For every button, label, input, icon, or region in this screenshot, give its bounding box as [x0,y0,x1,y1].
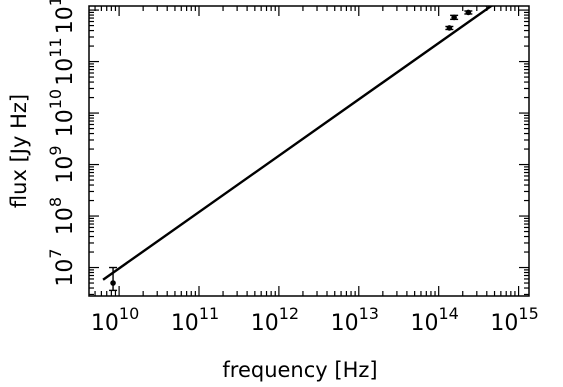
plot-area [103,0,520,290]
y-tick-label: 108 [46,197,78,235]
y-tick-label: 1010 [46,89,78,137]
plot-frame [89,6,529,296]
x-tick-label: 1014 [411,304,459,336]
x-tick-label: 1013 [331,304,379,336]
x-tick-label: 1012 [251,304,299,336]
ticks-layer [89,6,529,296]
x-tick-label: 1010 [91,304,139,336]
data-point [447,25,453,31]
data-point [466,10,472,16]
x-axis-label: frequency [Hz] [222,358,377,382]
data-point [451,15,457,21]
data-point [487,1,493,7]
y-tick-label: 1012 [46,0,78,34]
fit-line [103,0,520,280]
marks-layer [103,0,520,290]
y-tick-label: 1011 [46,37,78,85]
y-tick-label: 109 [46,145,78,183]
y-tick-label: 107 [46,248,78,286]
x-tick-label: 1011 [171,304,219,336]
x-tick-label: 1015 [490,304,538,336]
y-axis-label: flux [Jy Hz] [7,94,31,208]
data-point [110,280,116,286]
